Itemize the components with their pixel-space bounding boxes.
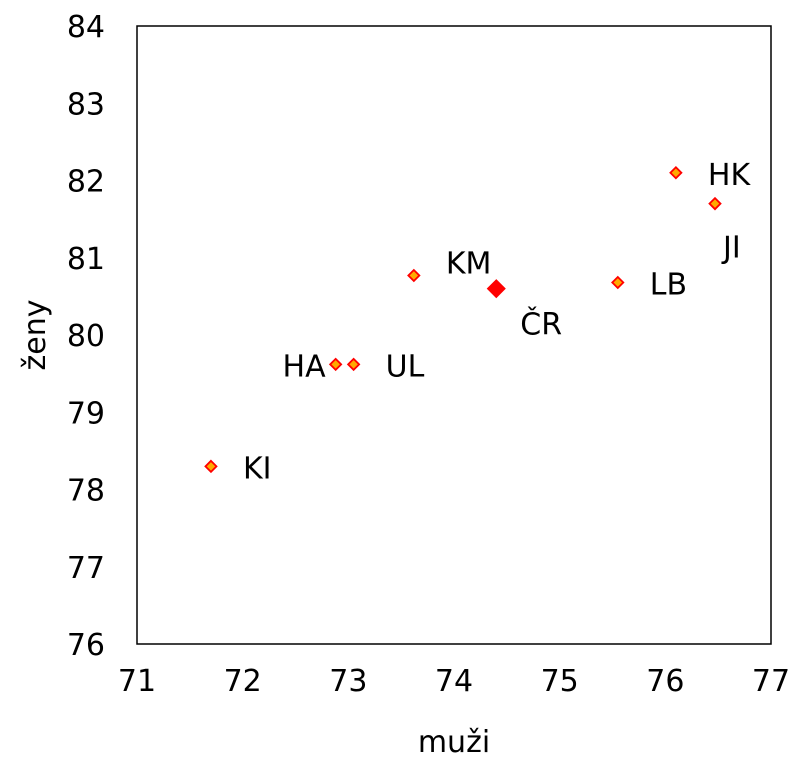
y-tick-label: 84	[67, 10, 105, 45]
data-point	[407, 268, 421, 283]
x-tick-label: 76	[646, 664, 684, 699]
point-label: JI	[721, 231, 741, 266]
y-tick-label: 80	[67, 319, 105, 354]
point-labels: HK JI KM ČR LB HA UL KI	[243, 158, 751, 487]
point-label: UL	[386, 349, 425, 384]
x-tick-label: 74	[435, 664, 473, 699]
data-point	[486, 279, 506, 299]
point-label: KM	[446, 247, 492, 282]
y-tick-label: 76	[67, 628, 105, 663]
x-tick-label: 77	[752, 664, 790, 699]
y-tick-label: 81	[67, 242, 105, 277]
data-point	[346, 357, 361, 372]
data-point	[669, 166, 683, 180]
data-point	[328, 357, 343, 372]
y-tick-label: 77	[67, 551, 105, 586]
y-axis-title: ženy	[18, 300, 53, 371]
plot-area	[136, 25, 772, 645]
point-label: HK	[708, 158, 752, 193]
point-label: KI	[243, 451, 272, 486]
x-tick-label: 71	[118, 664, 156, 699]
y-tick-label: 79	[67, 396, 105, 431]
y-tick-label: 78	[67, 474, 105, 509]
point-label: ČR	[520, 306, 562, 343]
data-point	[708, 196, 722, 211]
x-tick-label: 73	[329, 664, 367, 699]
data-point	[611, 275, 625, 290]
y-axis-ticks: 76 77 78 79 80 81 82 83 84	[67, 10, 105, 663]
y-tick-label: 82	[67, 165, 105, 200]
point-label: LB	[650, 267, 687, 302]
point-label: HA	[283, 349, 327, 384]
x-tick-label: 75	[541, 664, 579, 699]
y-tick-label: 83	[67, 87, 105, 122]
x-tick-label: 72	[224, 664, 262, 699]
data-points	[204, 166, 722, 474]
x-axis-title: muži	[418, 725, 490, 757]
data-point	[204, 459, 218, 474]
x-axis-ticks: 71 72 73 74 75 76 77	[118, 664, 790, 699]
